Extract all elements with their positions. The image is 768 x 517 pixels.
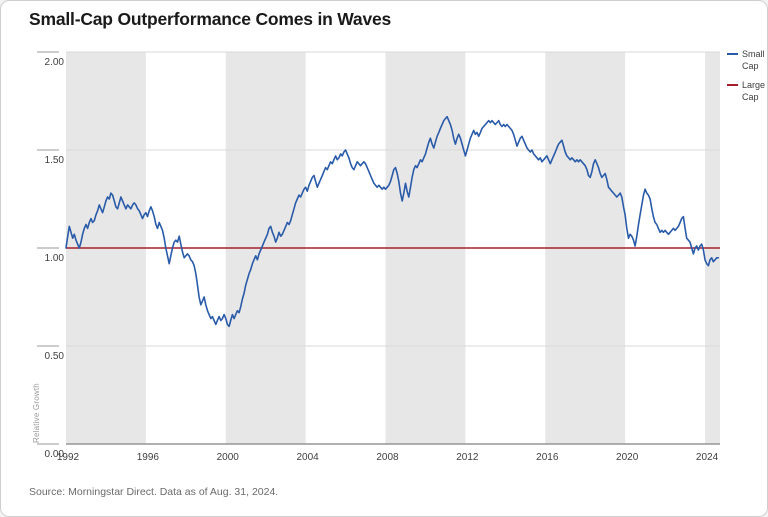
y-tick-label: 1.50	[45, 155, 65, 166]
y-tick-label: 1.00	[45, 253, 65, 264]
x-tick-label: 2024	[696, 452, 719, 463]
small-cap-line	[65, 115, 720, 328]
large-cap-line-swatch	[727, 84, 738, 86]
x-tick-label: 2016	[536, 452, 559, 463]
x-tick-label: 1996	[137, 452, 160, 463]
x-tick-label: 2012	[456, 452, 479, 463]
chart-title: Small-Cap Outperformance Comes in Waves	[29, 9, 392, 29]
source-note: Source: Morningstar Direct. Data as of A…	[29, 486, 279, 498]
x-tick-label: 2020	[616, 452, 639, 463]
chart-svg: 0.00 0.50 1.00 1.50 2.00 1992 1996 2000 2004 2008…	[37, 51, 720, 463]
small-cap-line-swatch	[727, 53, 738, 55]
x-tick-label: 2000	[217, 452, 240, 463]
x-tick-label: 2008	[376, 452, 399, 463]
y-tick-label: 2.00	[45, 57, 65, 68]
y-tick-label: 0.50	[45, 351, 65, 362]
x-tick-label: 1992	[57, 452, 80, 463]
y-tick-label: 0.00	[45, 449, 65, 460]
legend-item-small-cap: Small Cap	[727, 48, 767, 72]
x-tick-label: 2004	[297, 452, 320, 463]
legend-label-large-cap: Large Cap	[742, 80, 766, 102]
legend: Small Cap Large Cap	[727, 48, 767, 110]
y-axis-label: Relative Growth	[32, 383, 41, 443]
legend-item-large-cap: Large Cap	[727, 79, 767, 103]
legend-label-small-cap: Small Cap	[742, 49, 765, 71]
